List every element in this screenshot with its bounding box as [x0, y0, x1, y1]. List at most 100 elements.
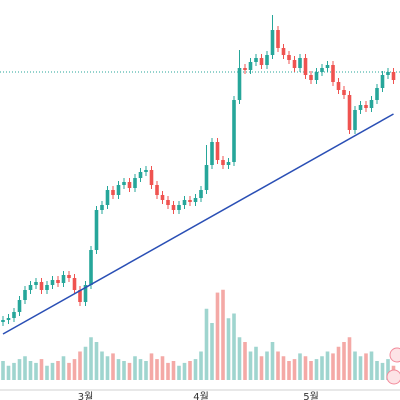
volume-bar — [353, 351, 357, 380]
volume-bar — [226, 318, 231, 380]
volume-bar — [336, 346, 341, 380]
candle-body — [221, 160, 225, 165]
candle-body — [259, 58, 264, 65]
volume-bar — [254, 346, 258, 380]
candle-body — [369, 100, 374, 108]
candle-body — [34, 282, 38, 285]
volume-bar — [199, 351, 203, 380]
candle-body — [149, 170, 154, 185]
volume-bar — [45, 365, 49, 380]
volume-bar — [34, 362, 38, 380]
volume-bar — [6, 365, 11, 380]
candle-body — [56, 280, 60, 283]
volume-bar — [144, 361, 148, 380]
volume-bar — [1, 361, 5, 380]
x-tick-label: 4월 — [193, 391, 209, 400]
candle-body — [199, 190, 203, 198]
volume-bar — [281, 356, 286, 380]
candle-body — [358, 105, 363, 110]
icon[interactable] — [386, 369, 400, 385]
icon[interactable] — [389, 347, 400, 363]
candle-body — [292, 60, 297, 68]
volume-bar — [303, 356, 308, 380]
candle-body — [353, 110, 357, 130]
volume-bar — [83, 346, 88, 380]
candle-body — [226, 162, 231, 165]
volume-bar — [61, 356, 66, 380]
candle-body — [122, 182, 126, 185]
volume-bar — [23, 356, 27, 380]
volume-bar — [221, 289, 225, 380]
candle-body — [298, 58, 302, 68]
volume-bar — [232, 313, 236, 380]
candle-body — [314, 72, 319, 80]
volume-bar — [111, 353, 115, 380]
candle-body — [347, 95, 352, 130]
volume-bar — [94, 342, 99, 380]
volume-bar — [193, 359, 198, 380]
candle-body — [28, 285, 33, 290]
candle-body — [193, 198, 198, 202]
candle-body — [67, 275, 71, 278]
candle-body — [320, 68, 324, 72]
volume-bar — [347, 337, 352, 380]
candle-body — [160, 195, 165, 200]
volume-bar — [166, 362, 170, 380]
candle-body — [155, 185, 159, 195]
volume-bar — [89, 337, 93, 380]
candle-body — [171, 205, 176, 210]
candle-body — [105, 190, 110, 205]
candle-body — [375, 88, 379, 100]
volume-bar — [138, 359, 143, 380]
candle-body — [78, 290, 82, 302]
candle-body — [116, 185, 121, 195]
volume-bar — [325, 351, 330, 380]
candle-body — [391, 72, 396, 80]
volume-bar — [67, 362, 71, 380]
candle-body — [23, 290, 27, 300]
volume-bar — [292, 359, 297, 380]
volume-bar — [276, 351, 280, 380]
candle-body — [331, 65, 335, 82]
candle-body — [303, 58, 308, 75]
candle-body — [254, 58, 258, 62]
volume-bar — [243, 342, 247, 380]
candle-body — [188, 200, 192, 202]
volume-bar — [160, 356, 165, 380]
x-tick-label: 3월 — [78, 391, 94, 400]
volume-bar — [380, 362, 385, 380]
volume-bar — [386, 359, 390, 380]
volume-bar — [50, 362, 55, 380]
volume-bar — [155, 359, 159, 380]
volume-bar — [12, 362, 16, 380]
volume-bar — [116, 359, 121, 380]
volume-bar — [364, 353, 368, 380]
candle-body — [127, 182, 132, 188]
candle-body — [243, 68, 247, 70]
volume-bar — [331, 353, 335, 380]
candle-body — [204, 165, 209, 190]
volume-bar — [265, 351, 269, 380]
candle-body — [265, 55, 269, 65]
candle-body — [182, 200, 187, 205]
volume-bar — [204, 308, 209, 380]
candle-body — [281, 48, 286, 55]
candle-body — [325, 65, 330, 68]
candle-body — [248, 62, 253, 70]
volume-bar — [149, 353, 154, 380]
volume-bar — [248, 351, 253, 380]
volume-bar — [17, 359, 22, 380]
candle-body — [133, 178, 137, 188]
volume-bar — [127, 362, 132, 380]
candle-body — [177, 205, 181, 210]
candle-body — [210, 142, 214, 165]
volume-bar — [122, 361, 126, 380]
candle-body — [94, 210, 99, 250]
candle-body — [1, 320, 5, 322]
volume-bar — [39, 359, 44, 380]
volume-bar — [298, 353, 302, 380]
volume-bar — [314, 359, 319, 380]
candle-body — [89, 250, 93, 285]
candle-body — [72, 278, 77, 290]
candle-body — [45, 285, 49, 290]
